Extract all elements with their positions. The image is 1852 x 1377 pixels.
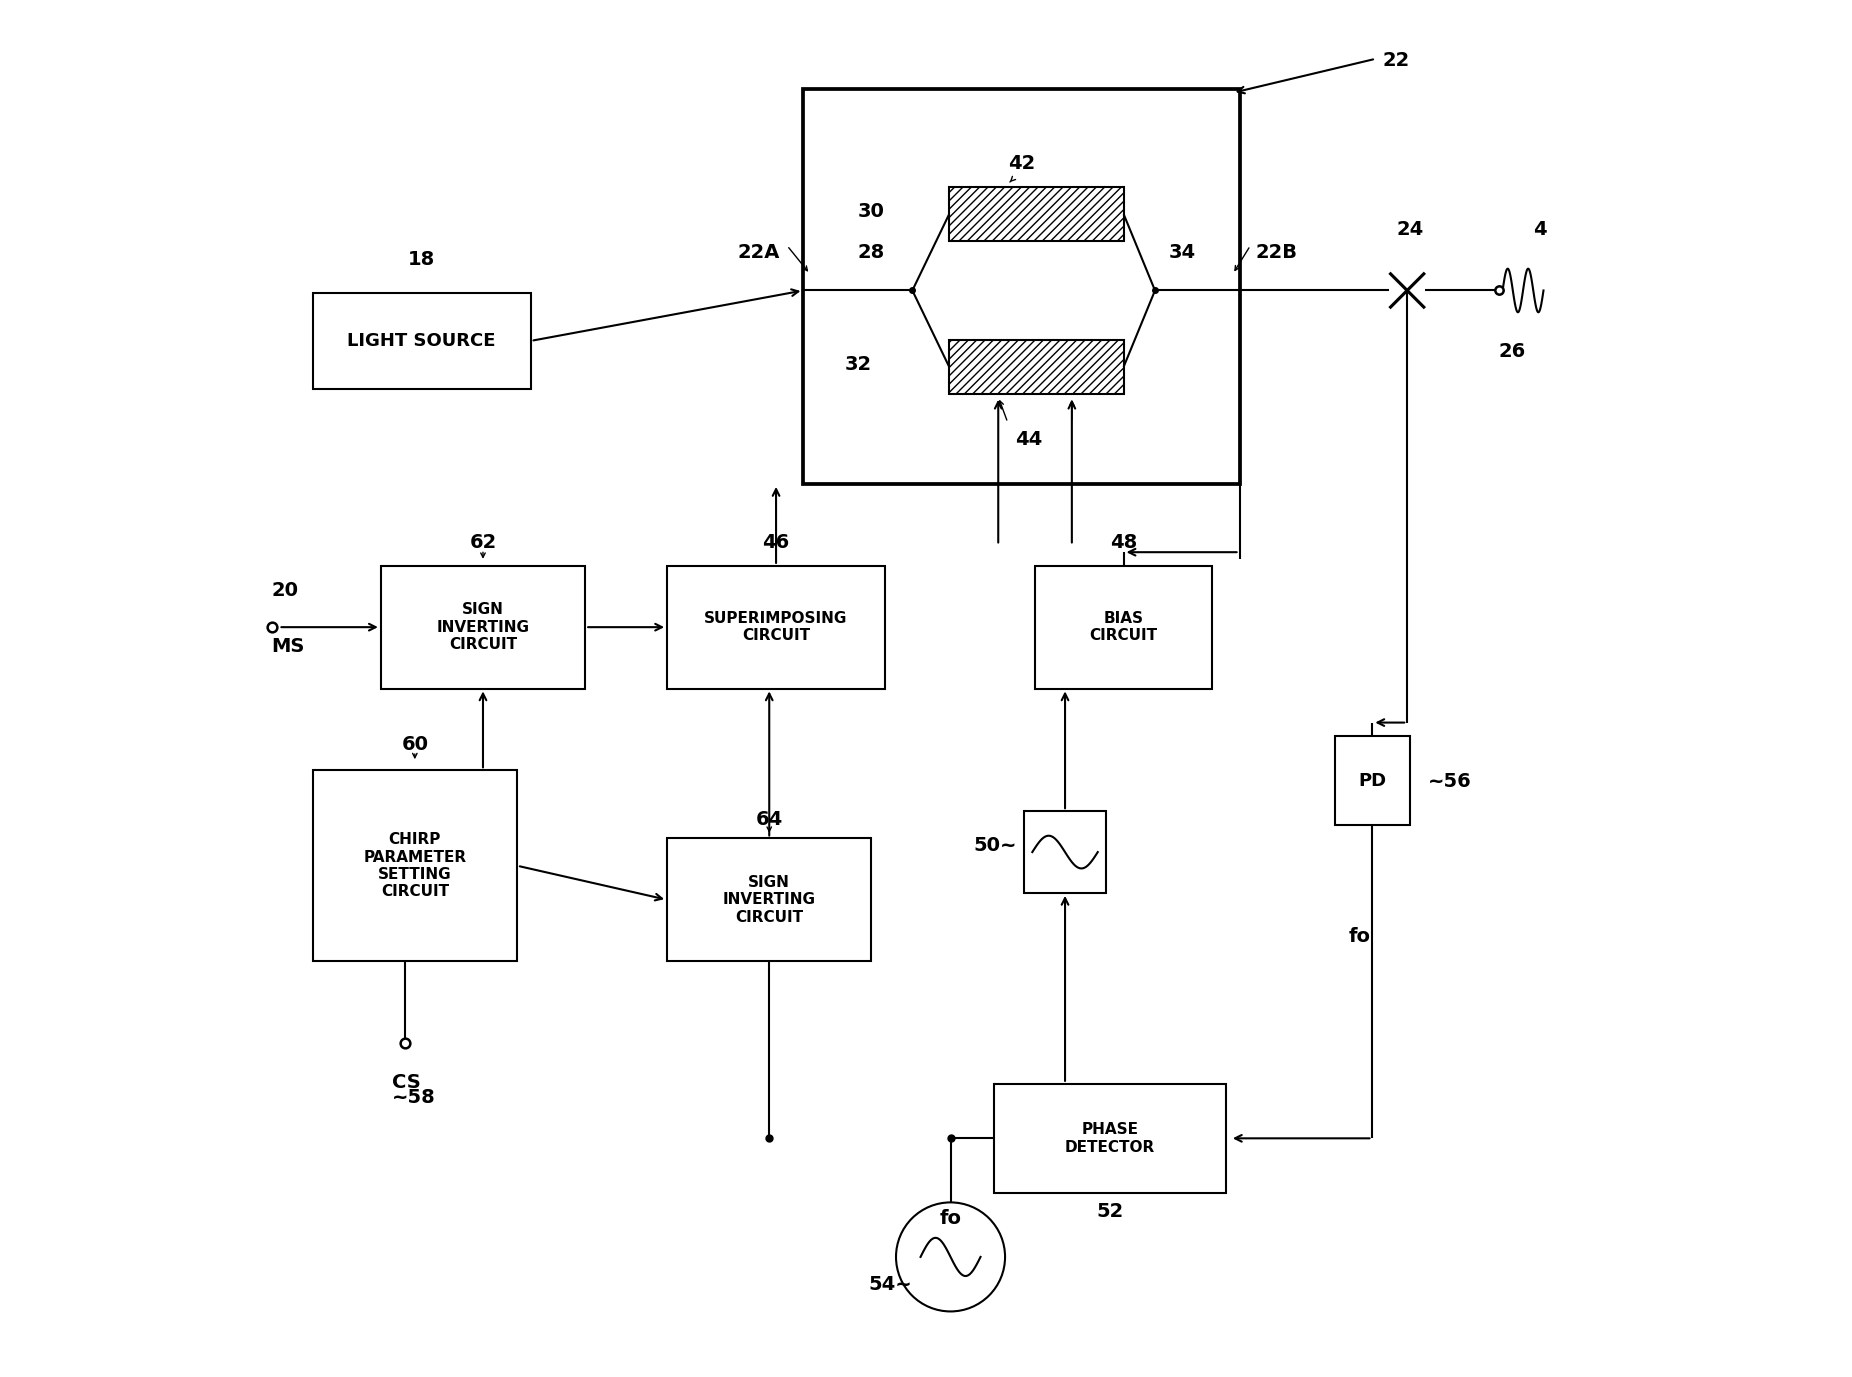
Text: 46: 46	[763, 533, 789, 552]
Text: 48: 48	[1109, 533, 1137, 552]
Text: ~58: ~58	[391, 1088, 435, 1107]
Text: 24: 24	[1396, 220, 1424, 238]
Bar	[313, 293, 532, 388]
Bar	[667, 566, 885, 688]
Text: 22: 22	[1383, 51, 1409, 70]
Bar	[382, 566, 585, 688]
Bar	[804, 88, 1239, 485]
Text: 32: 32	[845, 355, 872, 373]
Text: 52: 52	[1096, 1202, 1124, 1221]
Bar	[1035, 566, 1213, 688]
Text: 20: 20	[272, 581, 298, 600]
Text: LIGHT SOURCE: LIGHT SOURCE	[348, 332, 496, 350]
Text: SIGN
INVERTING
CIRCUIT: SIGN INVERTING CIRCUIT	[437, 602, 530, 653]
Text: 18: 18	[407, 249, 435, 269]
Text: CS: CS	[391, 1073, 420, 1092]
Bar	[667, 839, 872, 961]
Text: 22B: 22B	[1256, 242, 1298, 262]
Text: MS: MS	[272, 636, 306, 655]
Text: 50~: 50~	[974, 836, 1017, 855]
Text: SIGN
INVERTING
CIRCUIT: SIGN INVERTING CIRCUIT	[722, 874, 815, 925]
Text: 26: 26	[1498, 343, 1526, 361]
Text: 62: 62	[469, 533, 496, 552]
Text: fo: fo	[939, 1209, 961, 1228]
Bar	[950, 187, 1124, 241]
Text: SUPERIMPOSING
CIRCUIT: SUPERIMPOSING CIRCUIT	[704, 611, 848, 643]
Text: 28: 28	[857, 242, 885, 262]
Text: 42: 42	[1007, 154, 1035, 174]
Text: 22A: 22A	[737, 242, 780, 262]
Text: 64: 64	[756, 810, 783, 829]
Bar	[1335, 737, 1409, 825]
Text: 30: 30	[857, 202, 885, 220]
Bar	[995, 1084, 1226, 1192]
Text: fo: fo	[1348, 927, 1370, 946]
Text: PD: PD	[1358, 771, 1387, 789]
Text: 4: 4	[1533, 220, 1546, 238]
Text: 34: 34	[1169, 242, 1196, 262]
Text: ~56: ~56	[1428, 771, 1470, 790]
Text: PHASE
DETECTOR: PHASE DETECTOR	[1065, 1122, 1156, 1154]
Text: CHIRP
PARAMETER
SETTING
CIRCUIT: CHIRP PARAMETER SETTING CIRCUIT	[363, 832, 467, 899]
Text: 54~: 54~	[869, 1275, 913, 1293]
Bar	[950, 340, 1124, 394]
Bar	[313, 770, 517, 961]
Text: 60: 60	[402, 735, 428, 755]
Text: BIAS
CIRCUIT: BIAS CIRCUIT	[1089, 611, 1158, 643]
Bar	[1024, 811, 1106, 892]
Text: 44: 44	[1015, 430, 1043, 449]
